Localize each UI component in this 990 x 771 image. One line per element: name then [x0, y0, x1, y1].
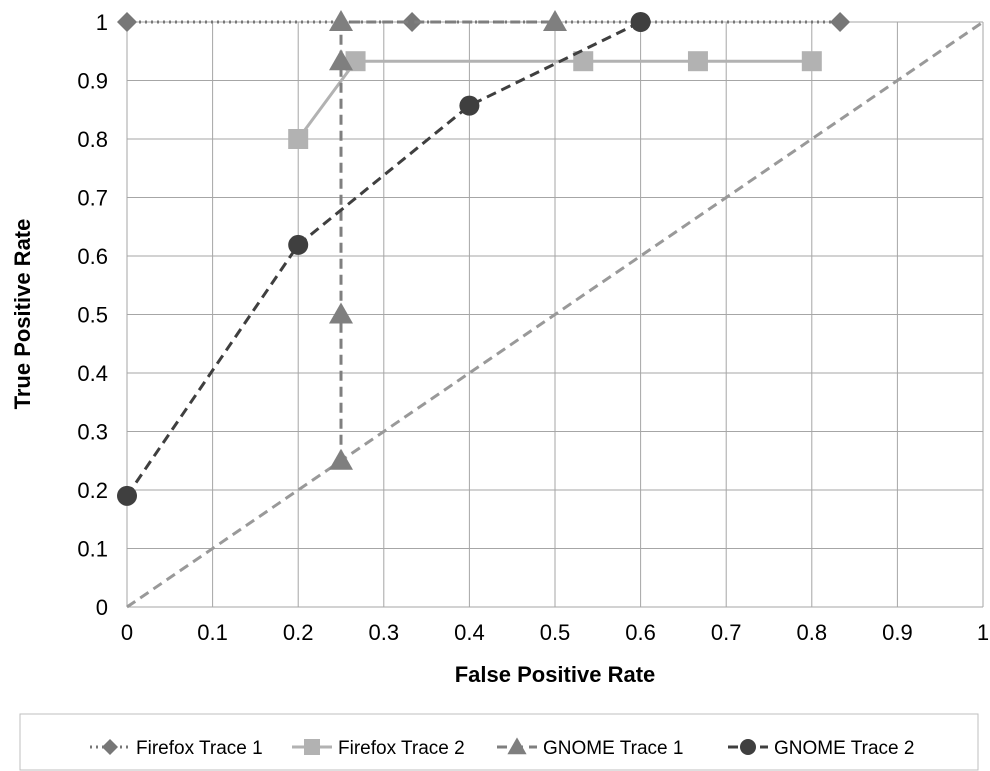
legend-label-2: GNOME Trace 1 [543, 738, 683, 759]
legend-marker-1 [304, 739, 320, 755]
y-tick-label: 0.4 [77, 361, 108, 386]
series-1-point-2 [573, 51, 594, 72]
y-tick-label: 0.6 [77, 244, 108, 269]
x-tick-label: 0.7 [711, 620, 742, 645]
series-line-3 [125, 20, 642, 497]
tick-labels: 0 0.1 0.2 0.3 0.4 0.5 0.6 0.7 0.8 0.9 1 0 0.1 0.2 0.3 0… [77, 10, 989, 645]
y-tick-label: 0.1 [77, 537, 108, 562]
x-tick-label: 0.2 [283, 620, 314, 645]
series-1-point-4 [801, 51, 822, 72]
legend-label-1: Firefox Trace 2 [338, 738, 465, 759]
legend-label-3: GNOME Trace 2 [774, 738, 914, 759]
y-tick-label: 0 [96, 595, 108, 620]
x-tick-label: 1 [977, 620, 989, 645]
reference-line [126, 20, 984, 609]
legend: Firefox Trace 1 Firefox Trace 2 GNOME Trac… [19, 713, 979, 771]
x-tick-label: 0.9 [882, 620, 913, 645]
x-tick-label: 0 [121, 620, 133, 645]
series-2-point-0 [329, 448, 353, 470]
series-2-point-3 [329, 10, 353, 31]
legend-label-0: Firefox Trace 1 [136, 738, 263, 759]
x-axis-title: False Positive Rate [455, 662, 656, 687]
legend-border [19, 713, 979, 771]
series-2 [329, 10, 567, 470]
legend-marker-2 [507, 737, 527, 755]
series-2-point-2 [329, 49, 353, 71]
series-1 [288, 51, 822, 149]
legend-marker-0 [102, 739, 118, 755]
y-tick-label: 0.5 [77, 303, 108, 328]
y-axis-title: True Positive Rate [10, 219, 35, 410]
y-tick-label: 0.3 [77, 420, 108, 445]
x-tick-label: 0.4 [454, 620, 485, 645]
series-3 [117, 12, 651, 506]
y-tick-label: 1 [96, 10, 108, 35]
series-group [117, 10, 851, 506]
series-line-2 [339, 20, 555, 461]
y-tick-label: 0.8 [77, 127, 108, 152]
legend-marker-3 [740, 739, 756, 755]
y-tick-label: 0.9 [77, 69, 108, 94]
diagonal-reference-line [126, 20, 984, 609]
series-0-point-1 [402, 12, 423, 32]
series-3-point-0 [117, 485, 137, 506]
series-3-point-3 [630, 12, 651, 32]
series-0-point-0 [117, 12, 137, 32]
x-tick-label: 0.1 [197, 620, 228, 645]
series-3-point-1 [288, 234, 309, 255]
series-3-point-2 [459, 95, 480, 116]
y-tick-label: 0.2 [77, 478, 108, 503]
series-0-point-2 [830, 12, 851, 32]
series-2-point-4 [543, 10, 567, 31]
series-0 [117, 12, 851, 32]
x-tick-label: 0.3 [369, 620, 400, 645]
series-2-point-1 [329, 302, 353, 324]
x-tick-label: 0.6 [625, 620, 656, 645]
series-1-point-0 [288, 129, 309, 149]
y-tick-label: 0.7 [77, 186, 108, 211]
x-tick-label: 0.8 [797, 620, 828, 645]
x-tick-label: 0.5 [540, 620, 571, 645]
series-1-point-3 [687, 51, 708, 72]
